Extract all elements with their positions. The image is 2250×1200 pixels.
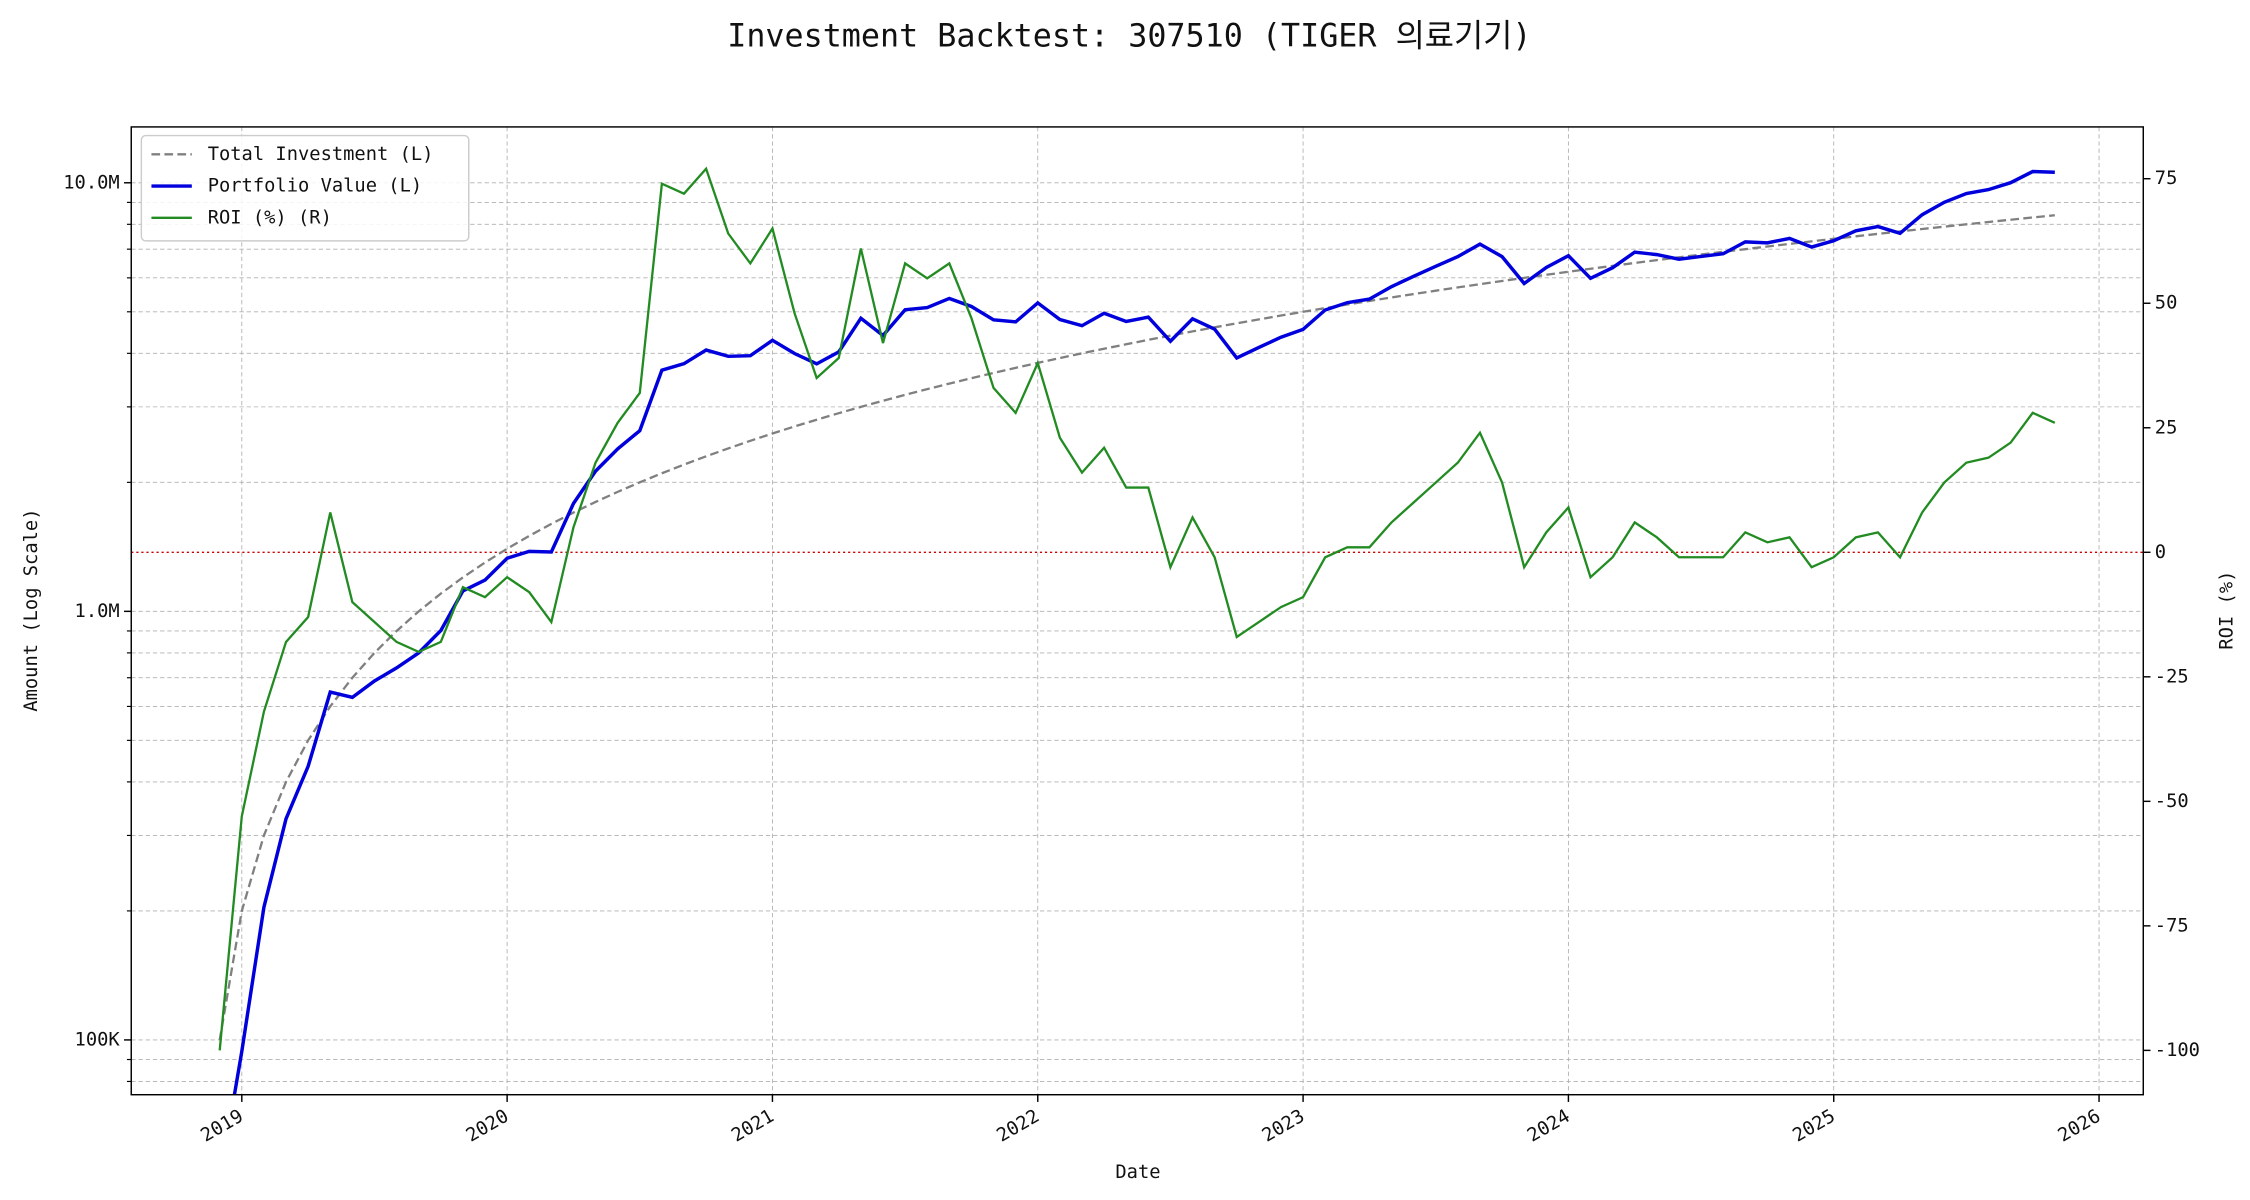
plot-frame [130, 126, 2144, 1096]
x-axis-label: Date [1115, 1162, 1160, 1183]
y2-tick-label: -100 [2155, 1040, 2200, 1061]
y2-axis-label: ROI (%) [2216, 571, 2237, 650]
y2-tick-label: 0 [2155, 542, 2166, 563]
legend-label: ROI (%) (R) [208, 207, 332, 228]
y-tick-label: 100K [75, 1029, 121, 1050]
legend: Total Investment (L) Portfolio Value (L) R… [140, 134, 470, 242]
x-tick-label: 2019 [197, 1106, 247, 1147]
x-tick-label: 2024 [1524, 1106, 1574, 1147]
x-tick-label: 2026 [2055, 1106, 2105, 1147]
series-line [218, 166, 2056, 1051]
x-tick-label: 2022 [993, 1106, 1043, 1147]
x-tick-label: 2020 [463, 1106, 513, 1147]
y-tick-label: 1.0M [75, 601, 120, 622]
y2-tick-label: 75 [2155, 168, 2178, 189]
series-line [218, 214, 2055, 1041]
x-tick-label: 2021 [728, 1106, 778, 1147]
y-tick-label: 10.0M [63, 172, 119, 193]
y2-tick-label: 25 [2155, 417, 2178, 438]
y2-tick-label: -75 [2155, 915, 2189, 936]
series-line [232, 169, 2055, 1095]
plot-area [131, 166, 2144, 1095]
legend-label: Total Investment (L) [208, 144, 434, 165]
y2-tick-label: -25 [2155, 666, 2189, 687]
y2-tick-label: -50 [2155, 791, 2189, 812]
chart-title: Investment Backtest: 307510 (TIGER 의료기기) [727, 19, 1531, 55]
x-tick-label: 2025 [1789, 1106, 1839, 1147]
x-tick-label: 2023 [1259, 1106, 1309, 1147]
legend-box [140, 134, 470, 242]
legend-label: Portfolio Value (L) [208, 176, 422, 197]
y-axis-label: Amount (Log Scale) [21, 508, 42, 711]
y2-tick-label: 50 [2155, 293, 2178, 314]
